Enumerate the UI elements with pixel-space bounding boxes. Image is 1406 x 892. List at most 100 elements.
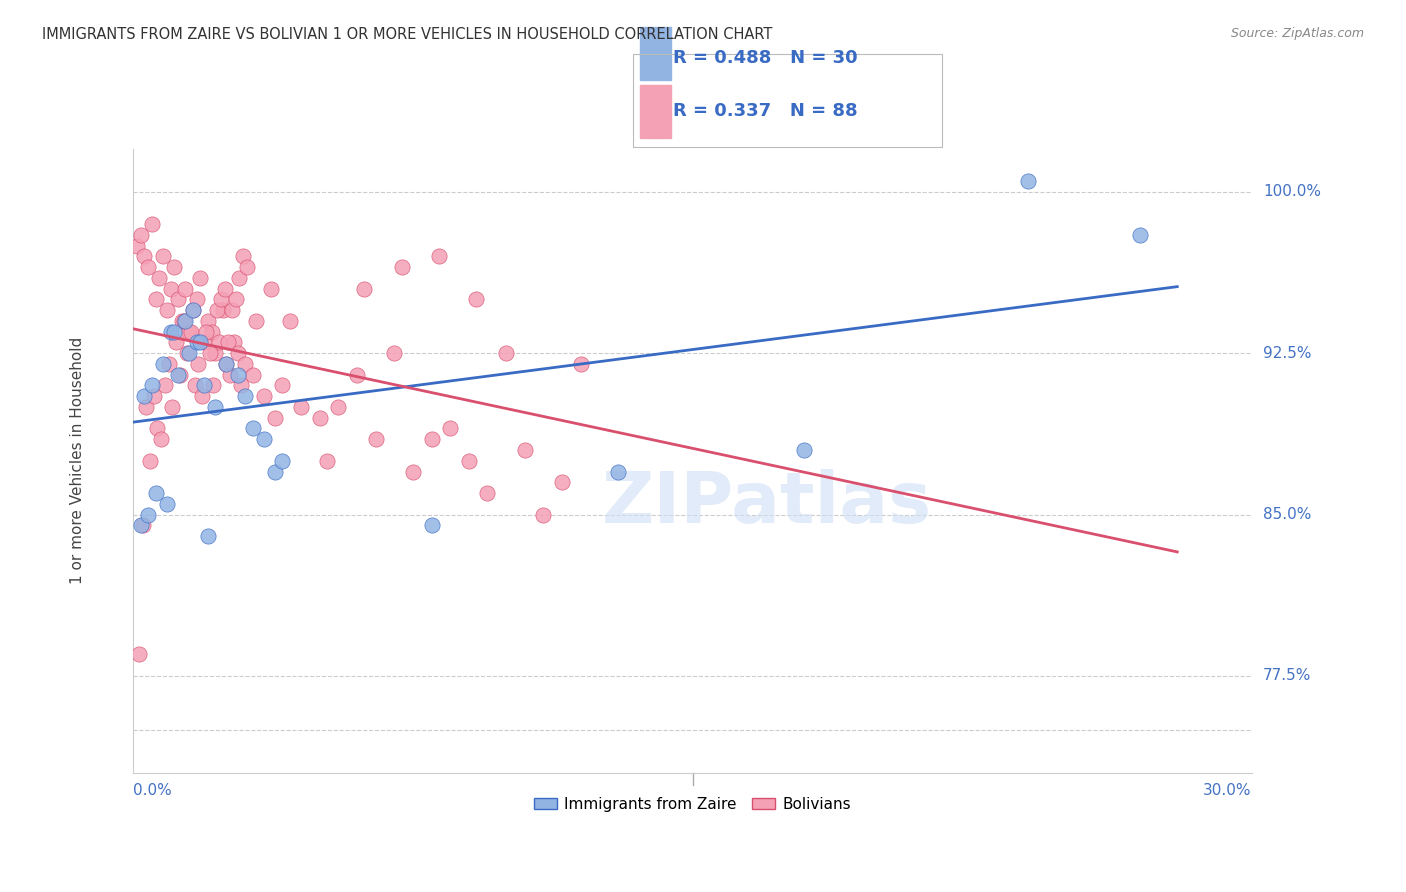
Bolivians — [214, 282, 236, 296]
Bolivians — [531, 508, 554, 522]
Bolivians — [219, 368, 242, 382]
Bolivians — [169, 368, 191, 382]
Immigrants from Zaire — [607, 465, 630, 479]
Bolivians — [209, 293, 232, 307]
Immigrants from Zaire — [141, 378, 163, 392]
Bolivians — [202, 378, 225, 392]
Bolivians — [198, 346, 221, 360]
Immigrants from Zaire — [179, 346, 201, 360]
Bolivians — [141, 217, 163, 231]
Bolivians — [157, 357, 180, 371]
Bolivians — [176, 346, 198, 360]
Immigrants from Zaire — [204, 400, 226, 414]
Text: 30.0%: 30.0% — [1204, 783, 1251, 798]
Bolivians — [187, 357, 209, 371]
Bolivians — [163, 260, 186, 274]
Text: 77.5%: 77.5% — [1263, 668, 1312, 683]
Bolivians — [222, 335, 245, 350]
Bolivians — [194, 325, 217, 339]
Bolivians — [353, 282, 375, 296]
Bolivians — [231, 378, 253, 392]
Bolivians — [204, 346, 226, 360]
Bolivians — [135, 400, 157, 414]
Text: 85.0%: 85.0% — [1263, 507, 1312, 522]
Text: ZIPatlas: ZIPatlas — [602, 469, 932, 538]
Immigrants from Zaire — [420, 518, 443, 533]
Bolivians — [232, 249, 254, 263]
Bolivians — [271, 378, 294, 392]
Bolivians — [188, 271, 211, 285]
Bar — [640, 85, 671, 138]
Immigrants from Zaire — [174, 314, 197, 328]
Bolivians — [162, 400, 184, 414]
Legend: Immigrants from Zaire, Bolivians: Immigrants from Zaire, Bolivians — [527, 791, 858, 818]
Immigrants from Zaire — [134, 389, 156, 403]
Text: 100.0%: 100.0% — [1263, 185, 1322, 199]
Bolivians — [148, 271, 170, 285]
Bolivians — [146, 421, 169, 435]
Bolivians — [253, 389, 276, 403]
Bolivians — [150, 432, 173, 446]
Immigrants from Zaire — [145, 486, 167, 500]
Bolivians — [125, 238, 148, 252]
Bolivians — [228, 271, 250, 285]
Bolivians — [346, 368, 368, 382]
Bolivians — [465, 293, 488, 307]
Immigrants from Zaire — [181, 303, 204, 318]
Bolivians — [131, 518, 153, 533]
Bolivians — [439, 421, 461, 435]
Bolivians — [420, 432, 443, 446]
Bolivians — [174, 282, 197, 296]
Bolivians — [290, 400, 312, 414]
Bolivians — [264, 410, 287, 425]
Text: Source: ZipAtlas.com: Source: ZipAtlas.com — [1230, 27, 1364, 40]
Bolivians — [260, 282, 283, 296]
Bolivians — [308, 410, 330, 425]
Immigrants from Zaire — [186, 335, 208, 350]
Immigrants from Zaire — [253, 432, 276, 446]
Immigrants from Zaire — [215, 357, 238, 371]
Bar — [640, 27, 671, 80]
Bolivians — [180, 325, 202, 339]
Bolivians — [191, 389, 214, 403]
Immigrants from Zaire — [136, 508, 159, 522]
Immigrants from Zaire — [152, 357, 174, 371]
Bolivians — [179, 325, 201, 339]
Bolivians — [569, 357, 592, 371]
Bolivians — [278, 314, 301, 328]
Bolivians — [165, 335, 187, 350]
Immigrants from Zaire — [167, 368, 190, 382]
Bolivians — [551, 475, 574, 490]
Bolivians — [200, 325, 222, 339]
Bolivians — [173, 314, 195, 328]
Immigrants from Zaire — [1017, 174, 1039, 188]
Bolivians — [145, 293, 167, 307]
Bolivians — [167, 293, 190, 307]
Immigrants from Zaire — [156, 497, 179, 511]
Text: 0.0%: 0.0% — [134, 783, 172, 798]
Bolivians — [382, 346, 405, 360]
Bolivians — [128, 648, 150, 662]
Immigrants from Zaire — [1129, 227, 1152, 242]
Bolivians — [513, 442, 536, 457]
Bolivians — [402, 465, 425, 479]
Bolivians — [457, 454, 479, 468]
Bolivians — [152, 249, 174, 263]
Bolivians — [136, 260, 159, 274]
Bolivians — [129, 227, 152, 242]
Bolivians — [186, 293, 208, 307]
Bolivians — [205, 303, 228, 318]
Text: 92.5%: 92.5% — [1263, 346, 1312, 360]
Bolivians — [193, 335, 215, 350]
Immigrants from Zaire — [159, 325, 181, 339]
Text: IMMIGRANTS FROM ZAIRE VS BOLIVIAN 1 OR MORE VEHICLES IN HOUSEHOLD CORRELATION CH: IMMIGRANTS FROM ZAIRE VS BOLIVIAN 1 OR M… — [42, 27, 772, 42]
Bolivians — [217, 335, 239, 350]
Bolivians — [221, 303, 243, 318]
Immigrants from Zaire — [233, 389, 256, 403]
Bolivians — [236, 260, 259, 274]
Bolivians — [427, 249, 450, 263]
Text: 1 or more Vehicles in Household: 1 or more Vehicles in Household — [70, 337, 84, 584]
Bolivians — [328, 400, 350, 414]
Immigrants from Zaire — [188, 335, 211, 350]
Bolivians — [477, 486, 499, 500]
